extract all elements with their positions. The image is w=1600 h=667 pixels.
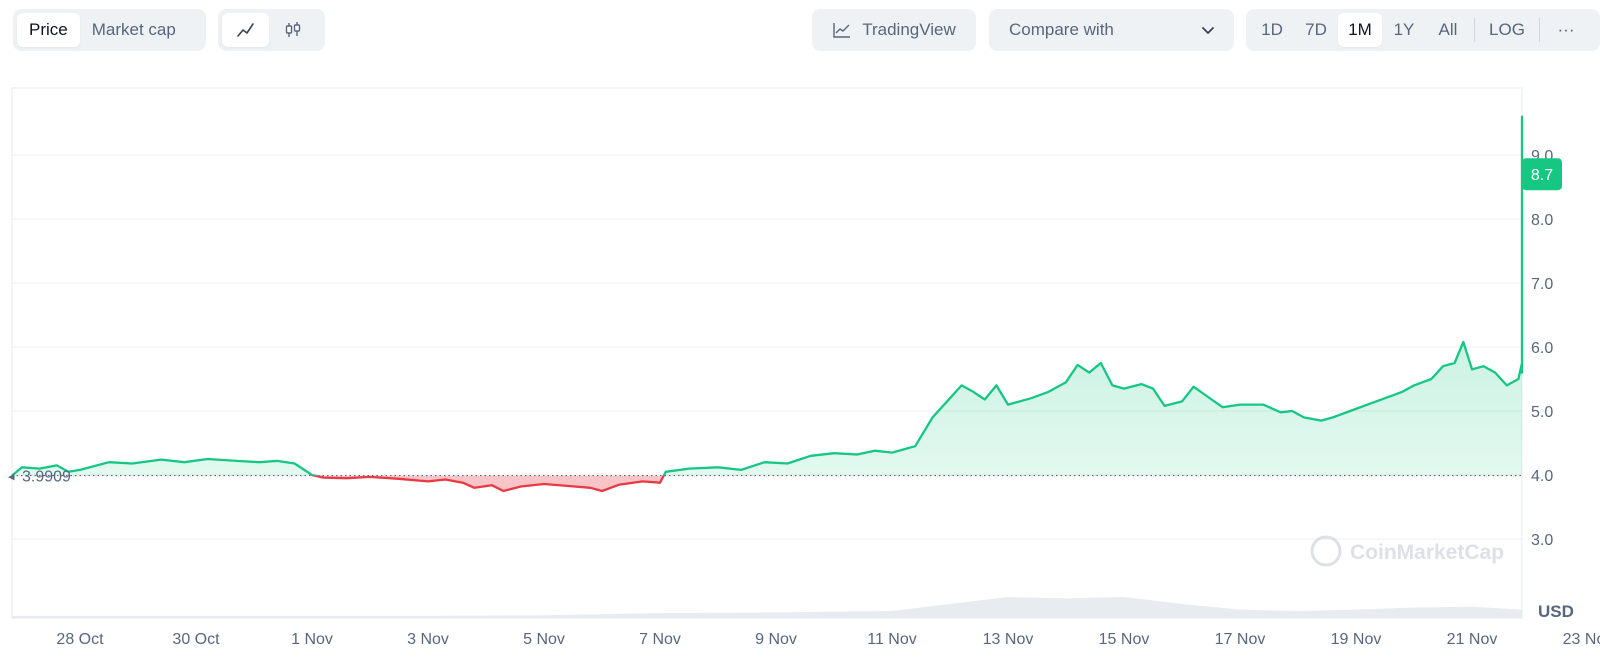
coinmarketcap-watermark: CoinMarketCap [1310,535,1504,567]
x-tick-label: 17 Nov [1215,631,1266,648]
range-divider [1539,18,1540,42]
range-1y[interactable]: 1Y [1393,20,1415,39]
x-tick-label: 13 Nov [983,631,1034,648]
chevron-down-icon [1202,27,1214,34]
x-tick-label: 21 Nov [1447,631,1498,648]
y-tick-label: 5.0 [1531,404,1553,421]
x-tick-label: 15 Nov [1099,631,1150,648]
y-axis: 3.04.05.06.07.08.09.0 [1531,148,1553,549]
tradingview-chart-icon [833,23,851,38]
y-tick-label: 3.0 [1531,532,1553,549]
watermark-text: CoinMarketCap [1350,541,1504,564]
x-tick-label: 30 Oct [172,631,220,648]
gridlines [12,154,1522,540]
chart-view-toggle [218,9,325,51]
tradingview-label: TradingView [862,20,956,39]
x-tick-label: 5 Nov [523,631,565,648]
x-tick-label: 3 Nov [407,631,449,648]
price-tab[interactable]: Price [17,13,80,47]
range-1d[interactable]: 1D [1261,20,1283,39]
baseline-marker: ◂ 3.9909 [8,469,71,486]
current-price-badge-bg [1522,158,1562,191]
line-chart-icon [236,23,254,37]
y-tick-label: 6.0 [1531,340,1553,357]
x-tick-label: 11 Nov [867,631,917,648]
compare-with-dropdown[interactable]: Compare with [989,9,1234,51]
chart-type-toggle: Price Market cap [13,9,206,51]
unit-label: USD [1538,602,1574,621]
coinmarketcap-logo-icon [1310,535,1342,567]
candlestick-button[interactable] [269,13,316,47]
y-tick-label: 8.0 [1531,212,1553,229]
baseline-arrow-icon: ◂ [8,469,15,484]
tradingview-button[interactable]: TradingView [812,9,976,51]
range-1m[interactable]: 1M [1338,13,1382,47]
time-range-toggle: 1D 7D 1M 1Y All LOG ··· [1246,9,1600,51]
x-axis: 28 Oct 30 Oct 1 Nov 3 Nov 5 Nov 7 Nov 9 Nov 11 … [56,631,1600,648]
price-line-up [11,115,1524,476]
price-area-up [12,116,1522,476]
x-tick-label: 28 Oct [56,631,104,648]
y-tick-label: 4.0 [1531,468,1553,485]
range-7d[interactable]: 7D [1305,20,1327,39]
y-tick-label: 7.0 [1531,276,1553,293]
x-tick-label: 23 Nov [1563,631,1600,648]
x-tick-label: 1 Nov [291,631,333,648]
x-tick-label: 19 Nov [1331,631,1382,648]
baseline-label: 3.9909 [22,469,71,486]
range-all[interactable]: All [1438,20,1458,39]
current-price-label: 8.7 [1531,167,1553,184]
market-cap-tab[interactable]: Market cap [91,20,176,39]
more-options-button[interactable]: ··· [1557,20,1575,39]
line-chart-button[interactable] [222,13,269,47]
volume-area [12,548,1522,618]
x-tick-label: 7 Nov [639,631,681,648]
price-line-down [11,475,666,493]
candlestick-icon [285,22,300,37]
x-tick-label: 9 Nov [755,631,797,648]
log-scale-toggle[interactable]: LOG [1489,20,1525,39]
compare-with-label: Compare with [1009,20,1114,39]
current-price-badge: 8.7 [1522,158,1562,191]
range-divider [1474,18,1475,42]
